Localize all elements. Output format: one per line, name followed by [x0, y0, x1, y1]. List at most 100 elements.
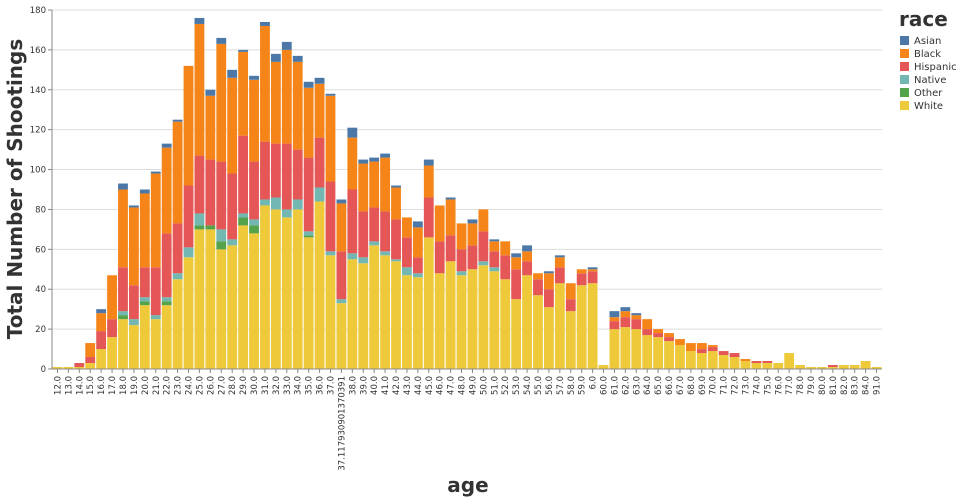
bar-segment-white	[773, 363, 784, 369]
bar-segment-native	[183, 247, 194, 258]
bar-segment-native	[336, 299, 347, 304]
x-tick-label: 77.0	[785, 376, 795, 395]
bar-segment-white	[642, 335, 653, 369]
bar-segment-black	[314, 83, 325, 138]
bar-segment-hispanic	[554, 267, 565, 284]
bar-segment-asian	[139, 189, 150, 194]
x-tick-label: 32.0	[272, 376, 282, 395]
bar-segment-hispanic	[281, 143, 292, 210]
bar-segment-white	[423, 237, 434, 369]
bar-segment-white	[85, 363, 96, 369]
bar-segment-asian	[391, 185, 401, 188]
bar-segment-asian	[227, 69, 238, 78]
bar-segment-black	[128, 207, 139, 286]
bar-segment-native	[128, 319, 139, 326]
bar-segment-black	[522, 251, 532, 262]
bar-segment-native	[478, 261, 489, 266]
x-tick-label: 69.0	[698, 376, 708, 395]
legend-label-black: Black	[914, 49, 941, 60]
bar-segment-native	[139, 297, 150, 302]
x-tick-label: 30.0	[250, 376, 260, 395]
bar-segment-hispanic	[325, 181, 336, 252]
bar-segment-black	[489, 241, 500, 252]
bar-segment-white	[598, 365, 609, 369]
bar-segment-asian	[489, 239, 500, 242]
bar-segment-asian	[128, 205, 139, 208]
bar-segment-white	[281, 217, 292, 369]
bar-segment-white	[183, 257, 194, 369]
bar-segment-asian	[194, 17, 205, 24]
x-tick-label: 49.0	[468, 376, 478, 395]
bar-segment-white	[445, 261, 456, 369]
x-tick-label: 56.0	[545, 376, 555, 395]
x-tick-label: 50.0	[479, 376, 489, 395]
bar-segment-other	[205, 225, 216, 230]
x-tick-label: 79.0	[807, 376, 817, 395]
y-tick-label: 0	[41, 365, 46, 375]
bar-segment-hispanic	[107, 319, 117, 338]
bar-segment-white	[740, 361, 751, 369]
bar-segment-hispanic	[423, 197, 434, 238]
x-tick-label: 34.0	[294, 376, 304, 395]
bar-segment-black	[238, 51, 249, 136]
bar-segment-white	[118, 319, 128, 369]
bar-segment-asian	[445, 197, 456, 200]
legend-label-hispanic: Hispanic	[914, 62, 957, 73]
bar-segment-white	[838, 365, 849, 369]
x-tick-label: 19.0	[130, 376, 140, 395]
x-tick-label: 28.0	[228, 376, 238, 395]
bar-segment-black	[707, 345, 718, 348]
bar-segment-hispanic	[238, 135, 249, 214]
legend-swatch-asian	[900, 36, 909, 45]
y-axis-title: Total Number of Shootings	[3, 39, 27, 340]
bar-segment-asian	[205, 89, 216, 96]
legend-swatch-black	[900, 49, 909, 58]
bar-segment-black	[675, 339, 685, 346]
x-tick-label: 91.0	[873, 376, 883, 395]
bar-segment-native	[216, 229, 227, 242]
bar-segment-hispanic	[85, 357, 96, 364]
bar-segment-hispanic	[96, 331, 107, 350]
bar-segment-black	[467, 223, 478, 246]
bar-segment-white	[270, 209, 281, 369]
bar-segment-white	[511, 299, 522, 369]
x-tick-label: 37.117930901370391	[337, 376, 347, 471]
bar-segment-hispanic	[489, 251, 500, 268]
y-tick-label: 180	[30, 6, 46, 16]
bar-segment-black	[303, 87, 314, 158]
x-tick-label: 48.0	[458, 376, 468, 395]
bar-segment-other	[194, 225, 205, 230]
bar-segment-white	[664, 341, 674, 369]
x-axis-title: age	[447, 473, 488, 497]
x-tick-label: 81.0	[829, 376, 839, 395]
bar-segment-white	[718, 355, 729, 369]
bar-segment-white	[456, 275, 467, 369]
x-tick-label: 59.0	[578, 376, 588, 395]
bar-segment-white	[347, 259, 358, 369]
bar-segment-native	[260, 199, 270, 206]
bar-segment-white	[63, 367, 74, 369]
bar-segment-hispanic	[631, 319, 642, 330]
bar-segment-hispanic	[467, 245, 478, 270]
bar-segment-hispanic	[139, 267, 150, 298]
bar-segment-native	[303, 231, 314, 236]
bar-segment-black	[533, 273, 543, 280]
bar-segment-black	[139, 193, 150, 268]
bar-segment-asian	[620, 307, 631, 312]
bar-segment-asian	[587, 267, 598, 270]
y-tick-label: 80	[35, 205, 46, 215]
bar-segment-hispanic	[587, 271, 598, 284]
bar-segment-native	[161, 297, 172, 302]
x-tick-label: 22.0	[163, 376, 173, 395]
bar-segment-hispanic	[74, 363, 85, 368]
bar-segment-hispanic	[729, 353, 740, 358]
x-tick-label: 82.0	[840, 376, 850, 395]
bar-segment-white	[358, 263, 369, 369]
bar-segment-asian	[467, 219, 478, 224]
x-tick-label: 42.0	[392, 376, 402, 395]
bar-segment-black	[391, 187, 401, 220]
bar-segment-black	[118, 189, 128, 268]
bar-segment-white	[795, 365, 806, 369]
bar-segment-asian	[260, 21, 270, 26]
